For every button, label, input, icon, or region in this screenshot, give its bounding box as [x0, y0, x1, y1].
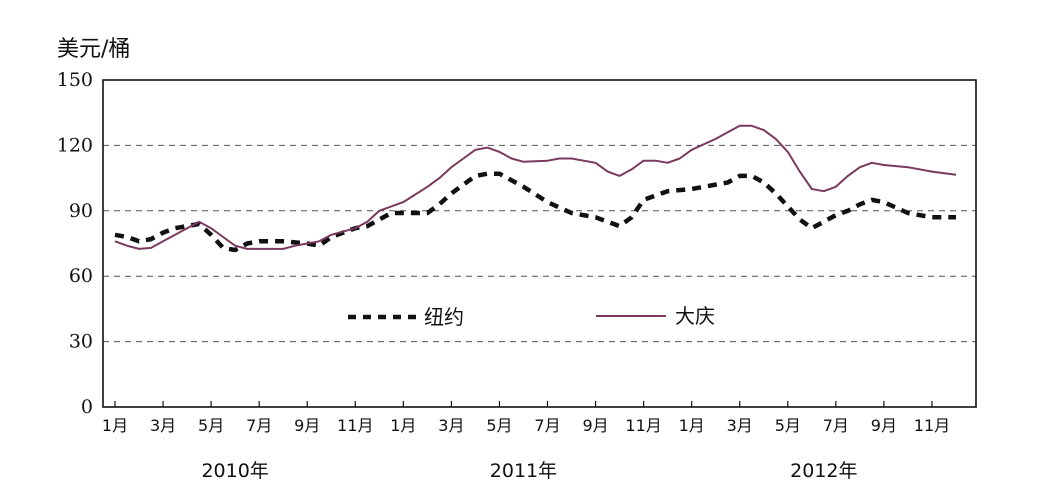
x-tick-label: 11月 — [625, 416, 661, 435]
x-tick-label: 3月 — [438, 416, 464, 435]
x-tick-label: 3月 — [727, 416, 753, 435]
y-tick-label: 60 — [69, 265, 93, 287]
plot-frame — [102, 79, 977, 408]
x-tick-label: 1月 — [102, 416, 128, 435]
x-tick-label: 11月 — [337, 416, 373, 435]
y-tick-label: 150 — [57, 69, 93, 91]
x-tick-label: 5月 — [486, 416, 512, 435]
y-tick-label: 0 — [81, 396, 93, 418]
legend: 纽约 大庆 — [348, 304, 715, 329]
x-tick-label: 11月 — [914, 416, 950, 435]
x-tick-label: 9月 — [294, 416, 320, 435]
series-line-new-york — [114, 171, 956, 253]
series-line-daqing — [114, 124, 957, 250]
y-tick-labels: 0 30 60 90 120 150 — [57, 69, 93, 418]
x-tick-label: 9月 — [871, 416, 897, 435]
gridlines — [103, 144, 976, 343]
x-tick-label: 5月 — [775, 416, 801, 435]
year-labels: 2010年 2011年 2012年 — [201, 460, 857, 482]
legend-label-daqing: 大庆 — [675, 304, 715, 328]
year-label: 2011年 — [490, 460, 557, 482]
x-tick-labels: 1月 3月 5月 7月 9月 11月 1月 3月 5月 7月 9月 11月 1月 3月 5月 7月 9月 11月 — [102, 401, 950, 435]
y-tick-label: 90 — [69, 200, 93, 222]
x-tick-label: 1月 — [679, 416, 705, 435]
legend-label-new-york: 纽约 — [424, 305, 464, 329]
year-label: 2010年 — [201, 460, 268, 482]
y-tick-label: 30 — [69, 331, 93, 353]
series-lines — [114, 124, 957, 253]
x-tick-label: 9月 — [582, 416, 608, 435]
y-axis-unit-label: 美元/桶 — [57, 37, 130, 62]
x-tick-label: 1月 — [390, 416, 416, 435]
year-label: 2012年 — [790, 460, 857, 482]
y-tick-label: 120 — [57, 134, 93, 156]
x-tick-label: 5月 — [198, 416, 224, 435]
x-tick-label: 7月 — [246, 416, 272, 435]
x-tick-label: 7月 — [534, 416, 560, 435]
x-tick-label: 7月 — [823, 416, 849, 435]
x-tick-label: 3月 — [150, 416, 176, 435]
